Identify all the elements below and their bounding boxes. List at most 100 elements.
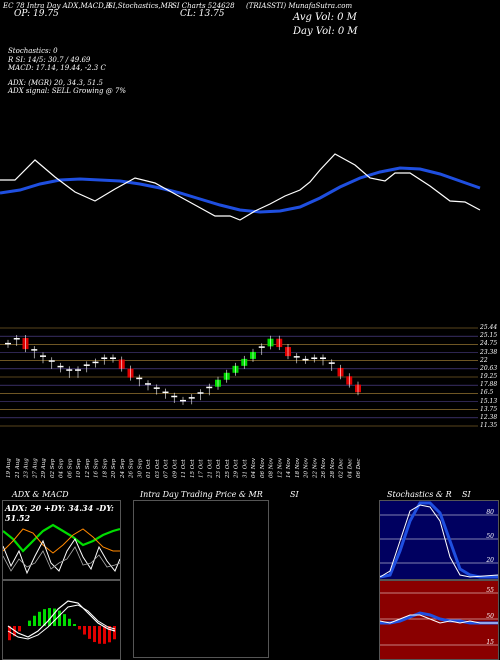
main-chart: 19 Aug 21 Aug 23 Aug 27 Aug 29 Aug 02 Sep 04 S… [0, 153, 481, 479]
candles [5, 335, 361, 405]
macd-line [0, 153, 481, 221]
date-label: 06 Nov [260, 457, 266, 478]
header-title-b: SI,Stochastics,MR [108, 2, 174, 10]
rsi-text: R SI: 14/5: 30.7 / 49.69 [8, 56, 91, 64]
date-label: 27 Aug [32, 458, 38, 479]
stochastics-panel: 80 50 20 [379, 500, 499, 580]
date-label: 14 Nov [286, 457, 292, 478]
date-label: 11 Oct [181, 459, 187, 478]
date-label: 19 Aug [6, 458, 12, 478]
stoch-title: Stochastics & R [387, 490, 452, 499]
price-tick-label: 25.44 [480, 324, 498, 331]
price-tick-label: 25.15 [480, 332, 498, 340]
macd-bar [88, 626, 91, 639]
date-label: 21 Oct [207, 459, 213, 479]
price-tick-label: 19.25 [480, 373, 498, 380]
date-label: 04 Sep [59, 458, 65, 478]
date-label: 02 Dec [339, 459, 345, 479]
macd-histogram [7, 600, 116, 644]
date-axis: 19 Aug 21 Aug 23 Aug 27 Aug 29 Aug 02 Sep 04 S… [6, 457, 362, 479]
price-gridlines [0, 327, 478, 427]
date-label: 21 Aug [15, 458, 21, 479]
avg-volume: Avg Vol: 0 M [293, 12, 357, 23]
date-label: 15 Oct [190, 459, 196, 478]
macd-bar [63, 614, 66, 626]
macd-bar [33, 615, 36, 626]
open-price: OP: 19.75 [14, 9, 59, 19]
date-label: 28 Nov [330, 457, 336, 479]
price-tick-label: 13.75 [480, 405, 498, 413]
date-label: 29 Oct [234, 459, 240, 479]
macd-bar [103, 626, 106, 644]
adx-macd-title: ADX & MACD [12, 490, 69, 499]
rsi-lines [380, 592, 498, 646]
price-tick-label: 16.5 [480, 389, 494, 397]
date-label: 04 Dec [347, 459, 353, 479]
macd-bar [8, 626, 11, 641]
macd-bar [53, 608, 56, 626]
macd-bar [43, 609, 46, 626]
macd-signal-line [0, 166, 481, 214]
date-label: 12 Sep [85, 458, 91, 478]
stoch-tick-20: 20 [486, 557, 494, 564]
date-label: 02 Sep [50, 458, 56, 478]
date-label: 08 Nov [269, 457, 275, 478]
price-tick-label: 20.63 [480, 364, 498, 372]
adx-panel: ADX: 20 +DY: 34.34 -DY: 51.52 [2, 500, 121, 580]
date-label: 18 Sep [102, 458, 108, 478]
rsi-tick-55: 55 [486, 587, 494, 594]
intraday-panel [133, 500, 269, 658]
stoch-tick-50: 50 [486, 533, 494, 540]
price-tick-label: 24.75 [480, 340, 498, 348]
date-label: 18 Nov [295, 457, 301, 478]
intraday-title-b: SI [290, 490, 299, 499]
price-tick-label: 17.88 [480, 381, 498, 389]
date-label: 06 Sep [67, 458, 73, 478]
date-label: 06 Dec [356, 459, 362, 479]
date-label: 10 Sep [76, 458, 82, 478]
date-label: 12 Nov [277, 457, 283, 478]
date-label: 03 Oct [155, 459, 161, 478]
price-tick-label: 11.35 [480, 422, 498, 429]
macd-text: MACD: 17.14, 19.44, -2.3 C [8, 64, 106, 72]
date-label: 26 Sep [129, 458, 135, 479]
date-label: 20 Sep [111, 458, 117, 479]
rsi-panel: 55 50 15 [379, 580, 499, 660]
header-title-c: SI Charts 524628 [172, 2, 235, 10]
close-price: CL: 13.75 [180, 9, 225, 19]
date-label: 30 Sep [137, 458, 143, 478]
date-label: 25 Oct [225, 459, 231, 479]
intraday-title: Intra Day Trading Price & MR [140, 490, 263, 499]
date-label: 22 Nov [312, 457, 318, 479]
macd-bar [38, 611, 41, 626]
date-label: 24 Sep [120, 458, 126, 479]
macd-bar [83, 626, 86, 635]
macd-bar [78, 626, 81, 630]
date-label: 01 Oct [146, 459, 152, 478]
day-volume: Day Vol: 0 M [293, 26, 358, 37]
macd-bar [113, 626, 116, 640]
date-label: 07 Oct [164, 459, 170, 478]
date-label: 09 Oct [172, 459, 178, 478]
macd-panel [2, 580, 121, 660]
date-label: 31 Oct [242, 459, 248, 478]
adx-lines [3, 523, 120, 575]
adx-label: ADX: 20 +DY: 34.34 -DY: 51.52 [5, 503, 114, 523]
date-label: 16 Sep [94, 458, 100, 478]
header-title-a: EC 78 Intra Day ADX,MACD,R [3, 2, 111, 10]
macd-bar [58, 610, 61, 626]
date-label: 23 Aug [24, 458, 30, 479]
rsi-tick-50: 50 [486, 613, 494, 620]
macd-bar [28, 620, 31, 626]
date-label: 20 Nov [304, 457, 310, 479]
price-tick-label: 23.38 [480, 348, 498, 356]
header-line: EC 78 Intra Day ADX,MACD,R [3, 2, 111, 10]
price-tick-label: 22 [480, 356, 488, 364]
macd-bar [18, 626, 21, 632]
macd-bar [68, 618, 71, 626]
stochastics-lines [380, 501, 498, 579]
date-label: 26 Nov [321, 457, 327, 479]
macd-bar [108, 626, 111, 643]
date-label: 17 Oct [199, 459, 205, 478]
adx-text: ADX: (MGR) 20, 34.3, 51.5 [8, 79, 103, 87]
